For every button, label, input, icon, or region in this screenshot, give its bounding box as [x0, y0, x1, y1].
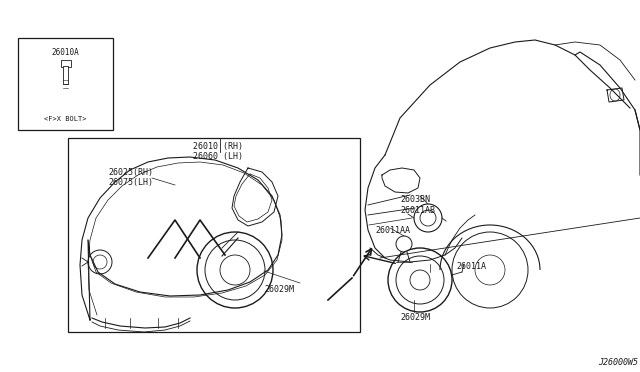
Text: 26010A: 26010A	[52, 48, 79, 57]
Text: 26029M: 26029M	[264, 285, 294, 294]
Circle shape	[475, 255, 505, 285]
Circle shape	[93, 255, 107, 269]
Text: 26029M: 26029M	[400, 313, 430, 322]
Circle shape	[420, 210, 436, 226]
Bar	[18, 38, 113, 130]
Circle shape	[388, 248, 452, 312]
Circle shape	[205, 240, 265, 300]
Circle shape	[452, 232, 528, 308]
Text: J26000W5: J26000W5	[598, 358, 638, 367]
Bar	[63, 66, 68, 84]
Text: 26025(RH): 26025(RH)	[108, 168, 153, 177]
Circle shape	[396, 236, 412, 252]
Circle shape	[410, 270, 430, 290]
Text: 2603BN: 2603BN	[400, 195, 430, 204]
Text: 26011AB: 26011AB	[400, 206, 435, 215]
Circle shape	[220, 255, 250, 285]
Text: 26060 (LH): 26060 (LH)	[193, 152, 243, 161]
Text: 26010 (RH): 26010 (RH)	[193, 142, 243, 151]
Text: 26011A: 26011A	[456, 262, 486, 271]
Bar	[68, 138, 360, 332]
Text: 26011AA: 26011AA	[375, 226, 410, 235]
Bar	[61, 60, 70, 67]
Circle shape	[88, 250, 112, 274]
Text: 26075(LH): 26075(LH)	[108, 178, 153, 187]
Circle shape	[197, 232, 273, 308]
Circle shape	[396, 256, 444, 304]
Circle shape	[414, 204, 442, 232]
Text: <F>X BOLT>: <F>X BOLT>	[44, 116, 87, 122]
